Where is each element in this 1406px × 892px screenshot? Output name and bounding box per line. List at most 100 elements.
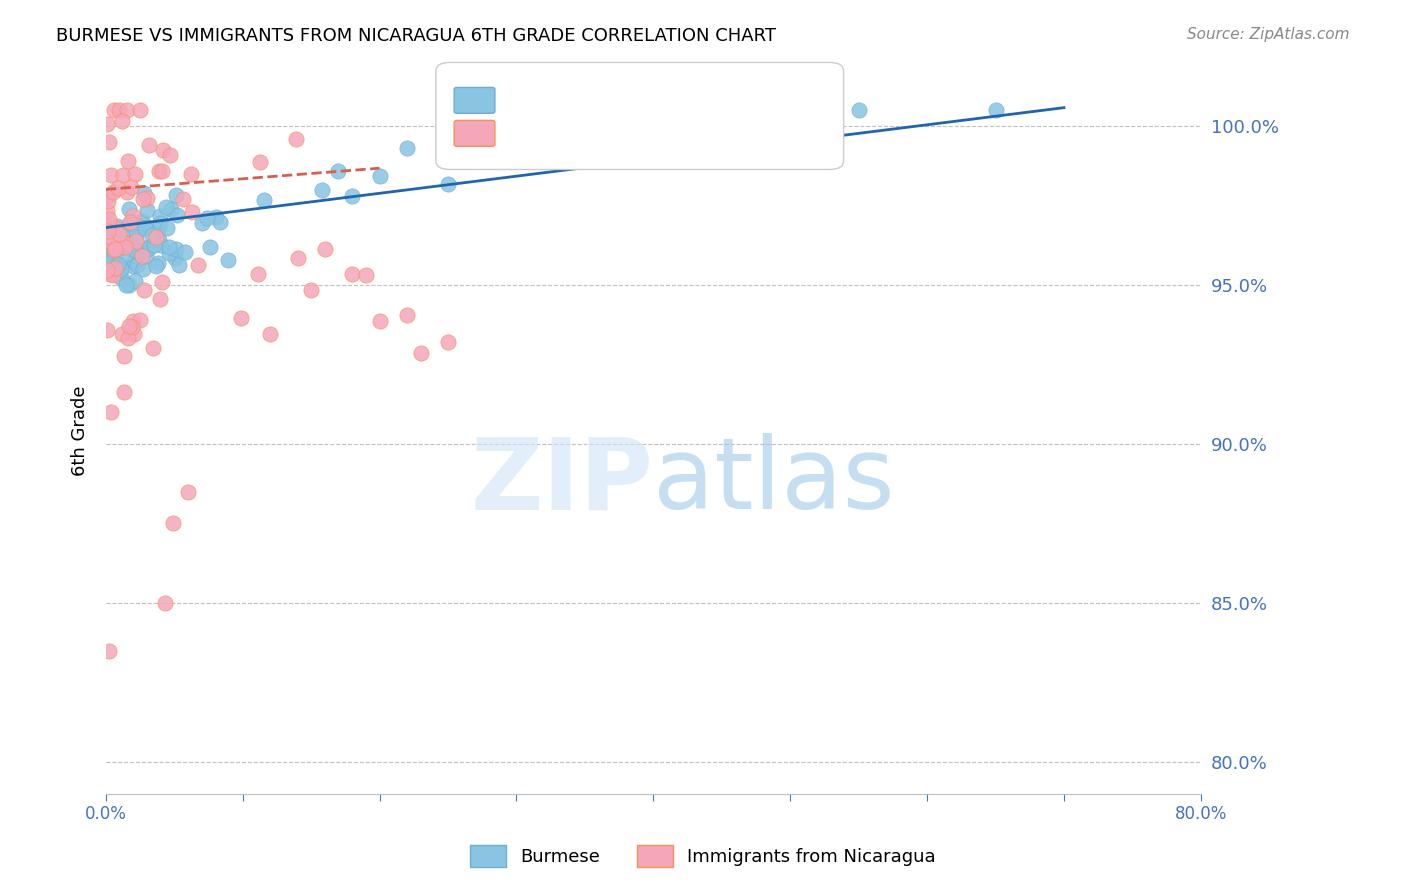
Burmese bbox=[108, 266, 131, 280]
Immigrants from Nicaragua bbox=[395, 309, 418, 323]
Immigrants from Nicaragua bbox=[152, 143, 174, 157]
Burmese bbox=[326, 164, 349, 178]
Burmese bbox=[143, 238, 166, 252]
Immigrants from Nicaragua bbox=[299, 283, 322, 297]
Burmese bbox=[173, 244, 195, 259]
Immigrants from Nicaragua bbox=[247, 268, 270, 282]
Burmese bbox=[108, 241, 131, 255]
Immigrants from Nicaragua bbox=[96, 214, 118, 228]
Burmese bbox=[150, 237, 173, 252]
Burmese bbox=[110, 262, 132, 277]
Immigrants from Nicaragua bbox=[124, 167, 146, 181]
Immigrants from Nicaragua bbox=[117, 154, 139, 169]
Immigrants from Nicaragua bbox=[437, 334, 460, 349]
Burmese bbox=[614, 111, 637, 125]
Burmese bbox=[118, 277, 141, 292]
Burmese bbox=[120, 217, 142, 231]
Burmese bbox=[125, 230, 148, 244]
Burmese bbox=[134, 221, 156, 235]
Burmese bbox=[136, 203, 159, 218]
Immigrants from Nicaragua bbox=[108, 103, 131, 117]
Immigrants from Nicaragua bbox=[150, 275, 173, 289]
Burmese bbox=[105, 219, 128, 233]
Immigrants from Nicaragua bbox=[121, 319, 143, 334]
Burmese bbox=[146, 223, 169, 237]
Immigrants from Nicaragua bbox=[104, 220, 127, 235]
Burmese bbox=[505, 137, 527, 152]
Burmese bbox=[167, 258, 190, 272]
Burmese bbox=[145, 259, 167, 273]
Burmese bbox=[342, 189, 364, 203]
Immigrants from Nicaragua bbox=[112, 349, 135, 363]
Immigrants from Nicaragua bbox=[100, 168, 122, 182]
Burmese bbox=[437, 146, 460, 161]
Immigrants from Nicaragua bbox=[122, 314, 145, 328]
Immigrants from Nicaragua bbox=[249, 155, 271, 169]
Immigrants from Nicaragua bbox=[117, 319, 139, 334]
Immigrants from Nicaragua bbox=[103, 103, 125, 117]
Burmese bbox=[478, 148, 501, 162]
Burmese bbox=[208, 215, 231, 229]
Text: BURMESE VS IMMIGRANTS FROM NICARAGUA 6TH GRADE CORRELATION CHART: BURMESE VS IMMIGRANTS FROM NICARAGUA 6TH… bbox=[56, 27, 776, 45]
Immigrants from Nicaragua bbox=[104, 242, 127, 256]
Immigrants from Nicaragua bbox=[117, 185, 139, 199]
Burmese bbox=[98, 247, 121, 261]
Immigrants from Nicaragua bbox=[112, 385, 135, 400]
Immigrants from Nicaragua bbox=[122, 326, 145, 341]
Burmese bbox=[117, 236, 139, 251]
Burmese bbox=[198, 240, 221, 254]
Immigrants from Nicaragua bbox=[132, 192, 155, 206]
Burmese bbox=[138, 241, 160, 255]
Immigrants from Nicaragua bbox=[149, 292, 172, 306]
Burmese bbox=[112, 225, 135, 239]
Text: ZIP: ZIP bbox=[471, 434, 654, 531]
Burmese bbox=[160, 202, 183, 216]
Burmese bbox=[156, 220, 179, 235]
Text: R = 0.354    N = 85: R = 0.354 N = 85 bbox=[499, 91, 690, 109]
Burmese bbox=[311, 183, 333, 197]
Burmese bbox=[190, 216, 212, 230]
Text: atlas: atlas bbox=[654, 434, 896, 531]
Immigrants from Nicaragua bbox=[111, 113, 134, 128]
Burmese bbox=[125, 218, 148, 232]
Burmese bbox=[155, 200, 177, 214]
Burmese bbox=[127, 245, 149, 260]
Burmese bbox=[125, 226, 148, 240]
Burmese bbox=[115, 236, 138, 251]
Immigrants from Nicaragua bbox=[354, 268, 377, 283]
Immigrants from Nicaragua bbox=[100, 405, 122, 419]
Burmese bbox=[125, 234, 148, 248]
Burmese bbox=[710, 103, 733, 117]
Burmese bbox=[124, 244, 146, 258]
Immigrants from Nicaragua bbox=[98, 211, 121, 226]
Burmese bbox=[114, 277, 136, 292]
Burmese bbox=[984, 103, 1007, 117]
Burmese bbox=[136, 219, 159, 234]
Burmese bbox=[848, 103, 870, 117]
Burmese bbox=[122, 260, 145, 274]
Immigrants from Nicaragua bbox=[96, 324, 118, 338]
Immigrants from Nicaragua bbox=[98, 136, 121, 150]
Immigrants from Nicaragua bbox=[187, 258, 209, 272]
Immigrants from Nicaragua bbox=[114, 239, 136, 253]
Burmese bbox=[195, 211, 218, 226]
Burmese bbox=[132, 186, 155, 201]
Immigrants from Nicaragua bbox=[314, 243, 336, 257]
Burmese bbox=[157, 240, 180, 254]
Immigrants from Nicaragua bbox=[138, 138, 160, 153]
Burmese bbox=[135, 249, 157, 263]
Burmese bbox=[148, 233, 170, 247]
Immigrants from Nicaragua bbox=[150, 163, 173, 178]
Immigrants from Nicaragua bbox=[98, 234, 121, 248]
Burmese bbox=[574, 137, 596, 152]
Immigrants from Nicaragua bbox=[287, 251, 309, 265]
Burmese bbox=[131, 244, 153, 259]
Text: Source: ZipAtlas.com: Source: ZipAtlas.com bbox=[1187, 27, 1350, 42]
Burmese bbox=[100, 255, 122, 269]
Immigrants from Nicaragua bbox=[96, 262, 118, 277]
Burmese bbox=[125, 258, 148, 272]
Burmese bbox=[101, 243, 124, 257]
Immigrants from Nicaragua bbox=[136, 191, 159, 205]
Immigrants from Nicaragua bbox=[129, 312, 152, 326]
Burmese bbox=[643, 103, 665, 117]
